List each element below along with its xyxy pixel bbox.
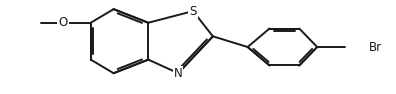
- Text: Br: Br: [369, 41, 382, 53]
- Text: O: O: [58, 16, 68, 29]
- Text: N: N: [174, 67, 183, 80]
- Text: S: S: [189, 5, 197, 18]
